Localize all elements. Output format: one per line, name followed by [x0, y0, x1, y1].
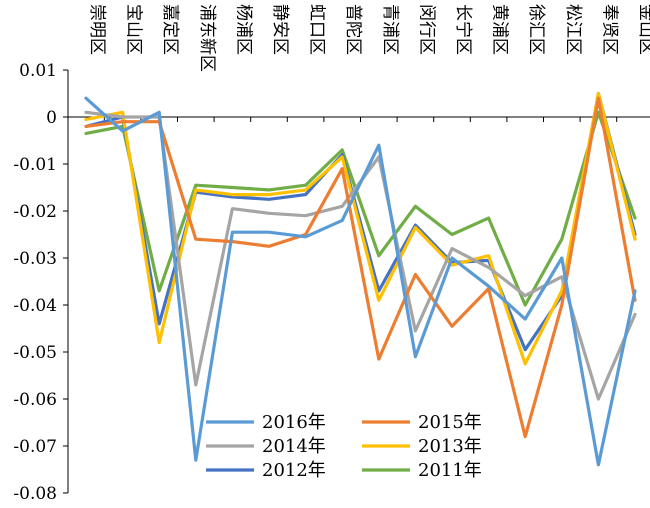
y-tick-label: 0.01	[19, 61, 57, 81]
y-tick-label: 0	[46, 108, 57, 128]
x-tick-label: 松江区	[563, 4, 583, 55]
legend-label: 2016年	[262, 412, 326, 433]
x-tick-label: 嘉定区	[160, 4, 180, 55]
x-tick-label: 黄浦区	[490, 4, 510, 55]
x-tick-label: 宝山区	[124, 4, 144, 55]
x-tick-label: 徐汇区	[526, 4, 546, 55]
x-tick-label: 金山区	[636, 4, 650, 55]
legend: 2016年 2015年 2014年 2013年 2012年 2011年	[206, 412, 482, 481]
axes: 0.01 0 -0.01 -0.02 -0.03 -0.04 -0.05 -0.06 -0.07…	[13, 61, 650, 504]
y-tick-label: -0.03	[13, 249, 57, 269]
y-tick-label: -0.05	[13, 343, 57, 363]
series-line-2015年	[84, 96, 637, 439]
x-tick-label: 崇明区	[87, 4, 107, 55]
x-tick-label: 普陀区	[343, 4, 363, 55]
x-tick-label: 虹口区	[307, 4, 327, 55]
legend-label: 2013年	[418, 436, 482, 457]
x-tick-label: 长宁区	[453, 4, 473, 55]
y-tick-label: -0.08	[13, 484, 57, 504]
y-tick-label: -0.07	[13, 437, 57, 457]
series-line-2013年	[84, 91, 637, 366]
category-labels: 崇明区 宝山区 嘉定区 浦东新区 杨浦区 静安区 虹口区 普陀区 青浦区 闵行区 长宁区 黄浦区 徐汇区…	[87, 4, 650, 72]
x-tick-label: 青浦区	[380, 4, 400, 55]
y-tick-label: -0.06	[13, 390, 57, 410]
x-tick-label: 杨浦区	[233, 4, 253, 55]
legend-label: 2012年	[262, 460, 326, 481]
x-tick-label: 闵行区	[416, 4, 436, 55]
x-tick-label: 静安区	[270, 4, 290, 55]
y-tick-label: -0.01	[13, 155, 57, 175]
y-tick-label: -0.04	[13, 296, 57, 316]
series-lines	[84, 91, 637, 467]
y-tick-label: -0.02	[13, 202, 57, 222]
series-line-2016年	[84, 96, 637, 467]
legend-label: 2015年	[418, 412, 482, 433]
legend-label: 2014年	[262, 436, 326, 457]
x-tick-label: 浦东新区	[197, 4, 217, 72]
x-tick-label: 奉贤区	[599, 4, 619, 55]
series-line-2011年	[84, 110, 637, 307]
legend-label: 2011年	[418, 460, 482, 481]
